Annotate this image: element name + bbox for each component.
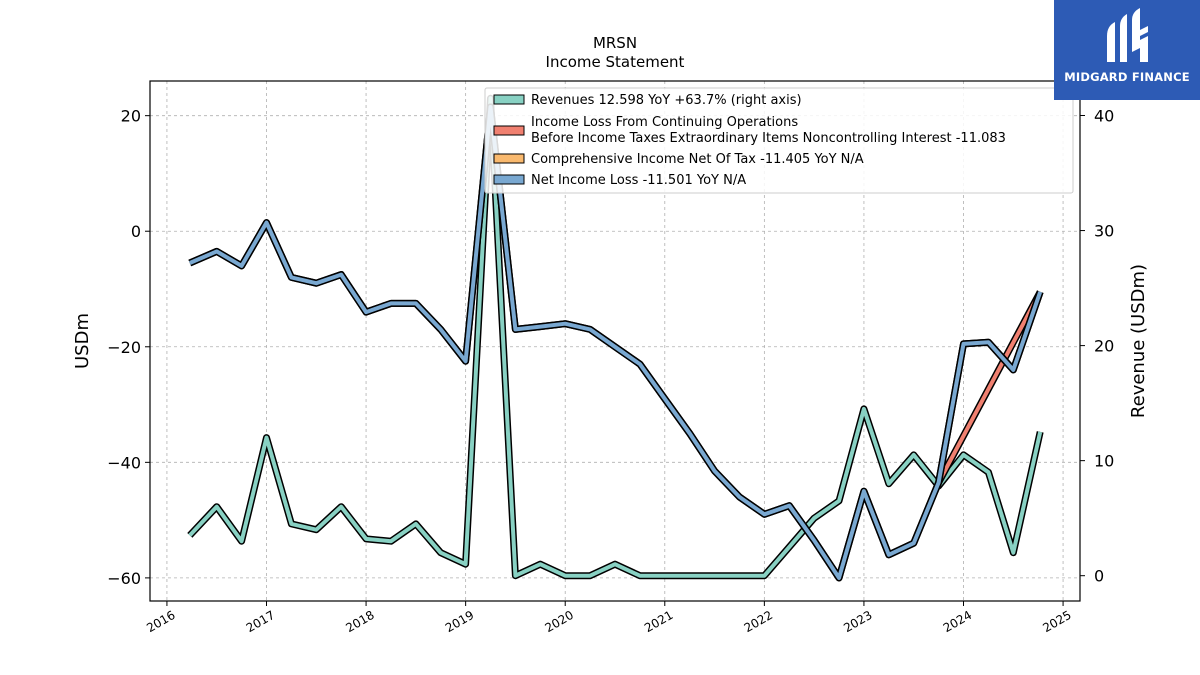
chart-title: MRSN [593,34,637,52]
y2-tick-label: 0 [1094,567,1104,586]
x-tick-label: 2018 [343,608,376,635]
y-axis-label: USDm [72,313,93,369]
y-tick-label: −40 [107,453,141,472]
legend-label-comprehensive: Comprehensive Income Net Of Tax -11.405 … [531,152,864,167]
logo: MIDGARD FINANCE [1054,0,1200,100]
series-layer [187,94,1044,582]
legend-label-income-loss-line1: Income Loss From Continuing Operations [531,115,798,130]
x-tick-label: 2024 [941,608,974,635]
legend: Revenues 12.598 YoY +63.7% (right axis) … [484,87,1074,194]
y-tick-label: 0 [131,222,141,241]
chart-subtitle: Income Statement [546,53,685,71]
x-tick-label: 2020 [542,608,575,635]
y2-tick-label: 40 [1094,107,1114,126]
legend-label-income-loss-line2: Before Income Taxes Extraordinary Items … [531,131,1006,146]
x-tick-label: 2019 [443,608,476,635]
series-line-revenues [188,96,1043,578]
series-line-net-income [189,105,1043,580]
y2-axis-label: Revenue (USDm) [1128,264,1149,418]
legend-label-revenues: Revenues 12.598 YoY +63.7% (right axis) [531,93,802,108]
x-tick-label: 2017 [244,608,277,635]
plot-frame [149,80,1081,602]
x-tick-label: 2023 [841,608,874,635]
y2-tick-label: 20 [1094,337,1114,356]
y2-tick-label: 10 [1094,452,1114,471]
y-tick-label: −60 [107,569,141,588]
mf-monogram-icon [1107,8,1148,62]
legend-box [484,87,1074,194]
legend-label-net-income: Net Income Loss -11.501 YoY N/A [531,173,746,188]
legend-swatch-net-income [493,174,525,185]
legend-swatch-comprehensive [493,153,525,164]
y-tick-label: −20 [107,338,141,357]
x-tick-label: 2016 [144,608,177,635]
series-line-income-loss [936,290,1042,484]
y2-tick-label: 30 [1094,222,1114,241]
logo-text: MIDGARD FINANCE [1064,70,1190,84]
x-tick-label: 2025 [1040,608,1073,635]
y-tick-label: 20 [121,107,141,126]
legend-swatch-revenues [493,94,525,105]
x-tick-label: 2021 [642,608,675,635]
legend-swatch-income-loss [493,125,525,136]
x-tick-label: 2022 [742,608,775,635]
